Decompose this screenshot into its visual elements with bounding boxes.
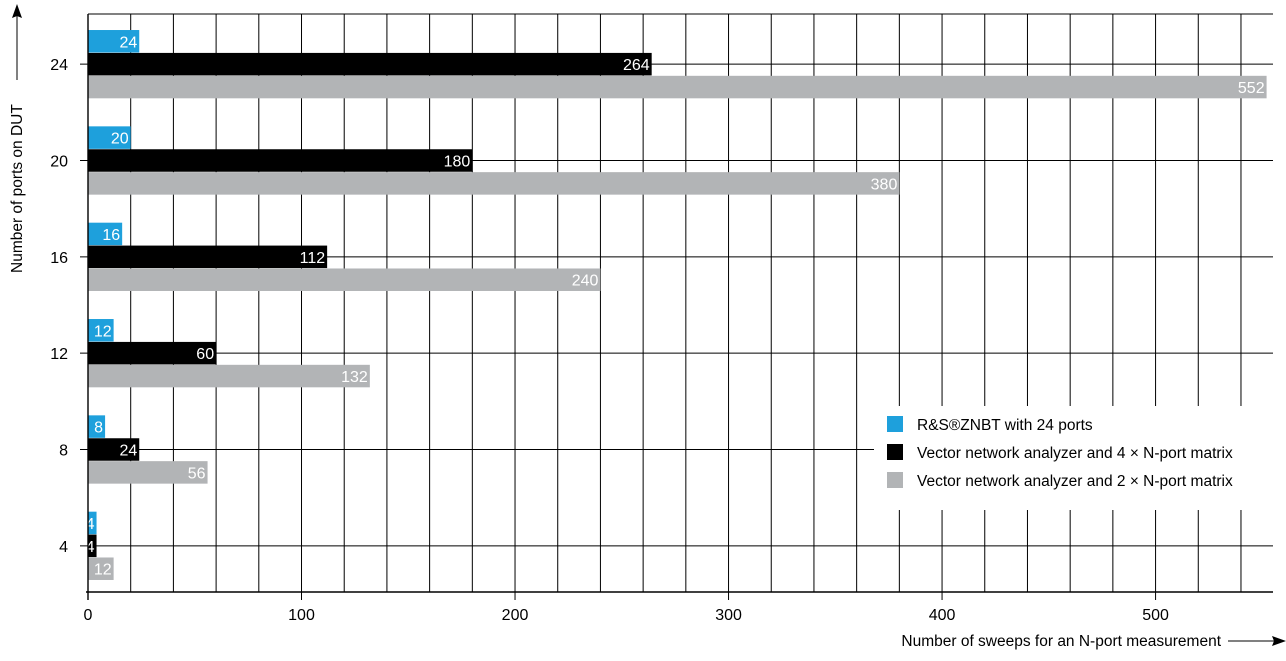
y-axis-arrow-icon <box>12 4 22 18</box>
bar <box>88 52 652 76</box>
x-tick-label: 500 <box>1142 607 1169 624</box>
x-tick-label: 100 <box>288 607 315 624</box>
axis-titles: Number of sweeps for an N-port measureme… <box>9 4 1286 650</box>
bar-value-label: 4 <box>86 516 95 533</box>
bar <box>88 341 217 365</box>
y-tick-label: 24 <box>50 57 68 74</box>
axes: 0 100 200 300 400 500 24 20 16 12 8 4 <box>50 14 1273 624</box>
legend-swatch <box>887 472 903 488</box>
bar-value-label: 8 <box>94 420 103 437</box>
bar <box>88 557 114 580</box>
bar <box>88 172 900 195</box>
legend-swatch <box>887 416 903 432</box>
bar-value-label: 552 <box>1238 80 1265 97</box>
bar <box>88 364 370 388</box>
x-tick-label: 200 <box>502 607 529 624</box>
x-tick-label: 300 <box>715 607 742 624</box>
bar-value-label: 240 <box>572 273 599 290</box>
bar-value-label: 12 <box>94 562 112 579</box>
bar <box>88 438 140 461</box>
y-tick-label: 16 <box>50 250 68 267</box>
bar-value-label: 20 <box>111 131 129 148</box>
bar-value-label: 12 <box>94 323 112 340</box>
bar-value-label: 132 <box>341 369 368 386</box>
y-axis-title: Number of ports on DUT <box>9 104 26 273</box>
bar <box>88 268 601 291</box>
bar <box>88 534 97 558</box>
bars: 24 264 552 20 180 380 16 112 240 12 60 132 8 24 56 4 4 12 <box>86 30 1267 580</box>
bar <box>88 30 140 53</box>
bar <box>88 319 114 342</box>
bar-value-label: 16 <box>102 227 120 244</box>
bar-value-label: 56 <box>188 465 206 482</box>
legend-swatch <box>887 444 903 460</box>
bar-value-label: 60 <box>196 346 214 363</box>
bar-value-label: 112 <box>300 250 326 267</box>
bar-value-label: 180 <box>444 154 471 171</box>
bar-value-label: 24 <box>119 34 137 51</box>
x-axis-title: Number of sweeps for an N-port measureme… <box>901 633 1221 650</box>
legend-label: R&S®ZNBT with 24 ports <box>917 417 1093 434</box>
bar <box>88 75 1267 99</box>
bar <box>88 149 473 172</box>
legend-label: Vector network analyzer and 2 × N-port m… <box>917 473 1233 490</box>
bar <box>88 126 131 149</box>
x-axis-arrow-icon <box>1272 636 1286 646</box>
legend-label: Vector network analyzer and 4 × N-port m… <box>917 445 1233 462</box>
bar <box>88 461 208 484</box>
y-tick-label: 20 <box>50 154 68 171</box>
x-tick-label: 0 <box>84 607 93 624</box>
bar <box>88 511 97 535</box>
y-tick-label: 12 <box>50 346 68 363</box>
bar <box>88 222 123 246</box>
y-tick-label: 8 <box>59 443 68 460</box>
legend-box <box>874 406 1274 510</box>
bar <box>88 245 328 269</box>
bar-value-label: 4 <box>86 539 95 556</box>
bar-value-label: 264 <box>623 57 650 74</box>
bar-value-label: 24 <box>119 443 137 460</box>
bar <box>88 415 106 438</box>
x-tick-label: 400 <box>929 607 956 624</box>
legend: R&S®ZNBT with 24 ports Vector network ana… <box>874 406 1274 510</box>
y-tick-label: 4 <box>59 539 68 556</box>
bar-value-label: 380 <box>871 176 898 193</box>
